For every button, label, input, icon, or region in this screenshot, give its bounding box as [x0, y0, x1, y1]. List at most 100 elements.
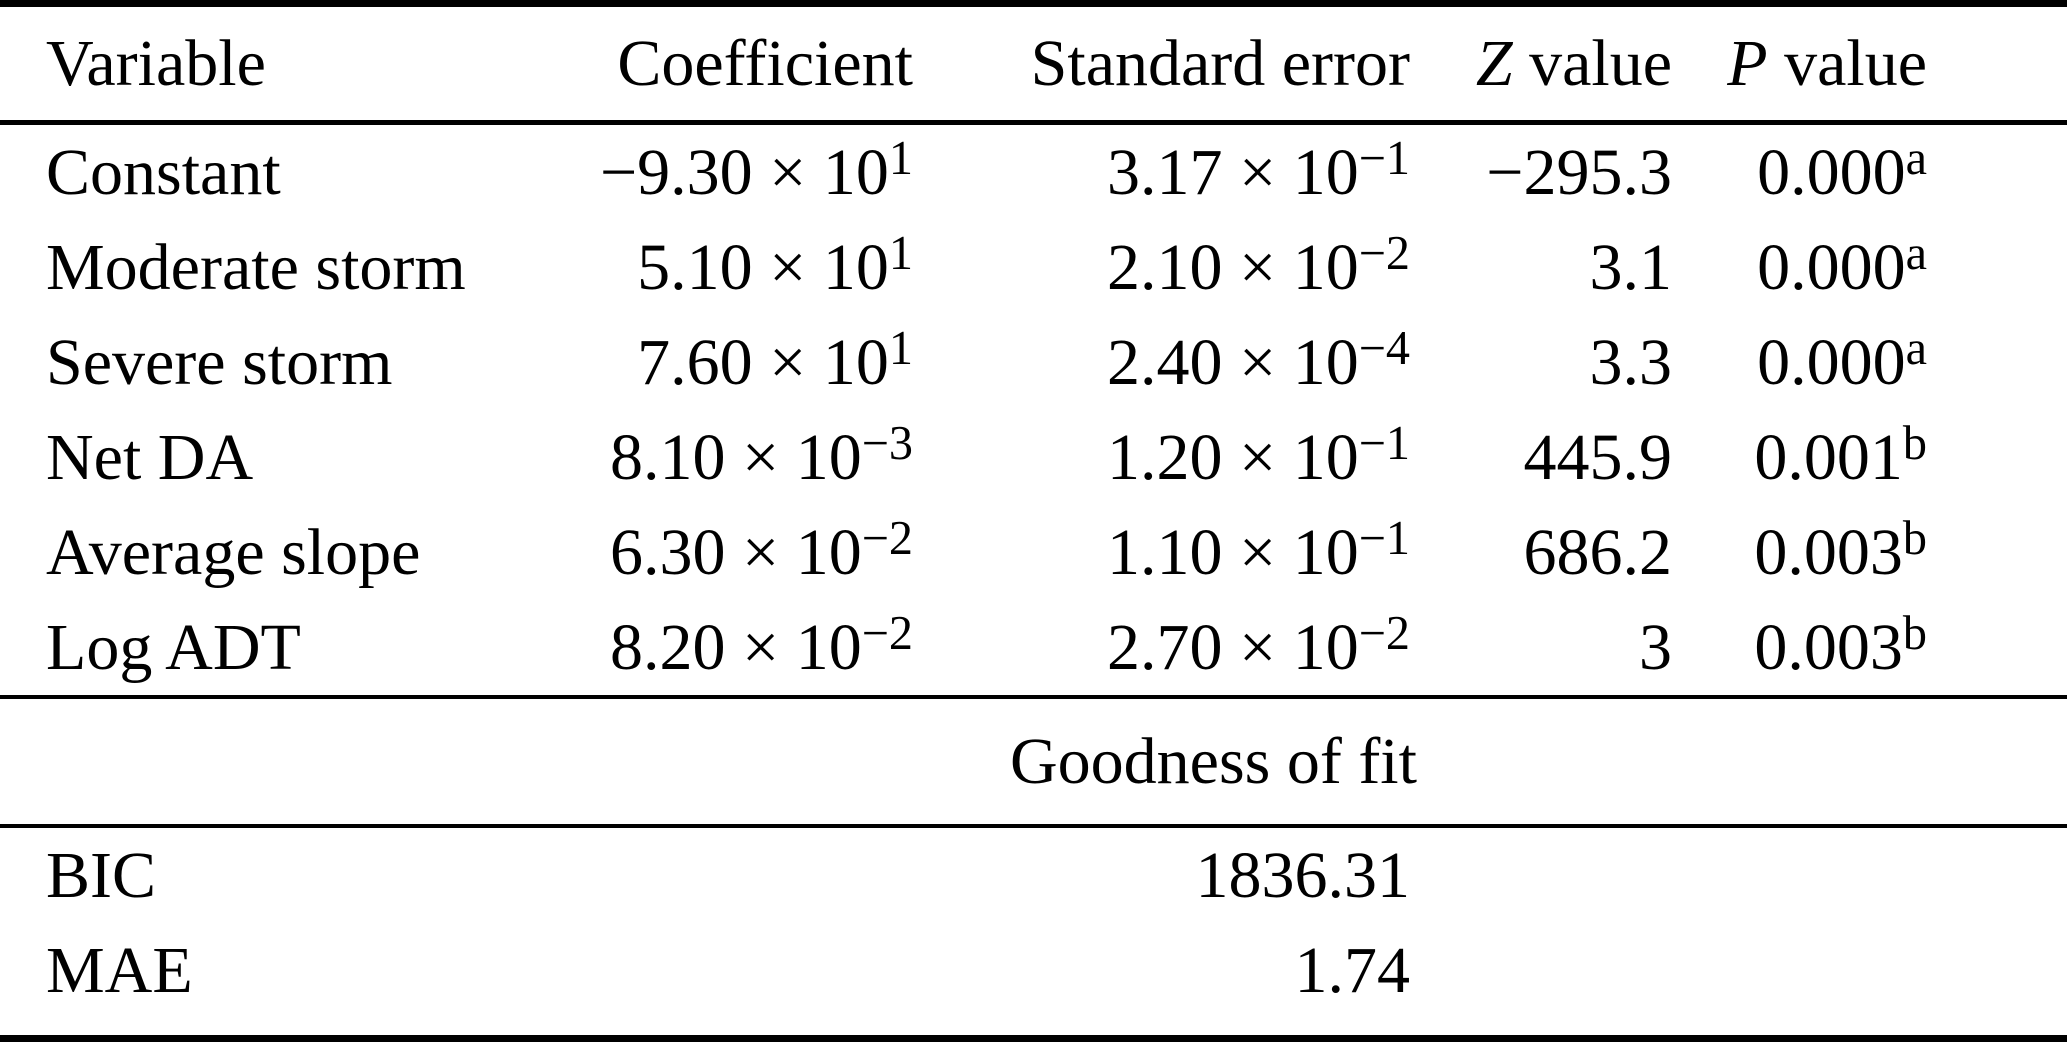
coefficient-exponent: −3 — [861, 416, 913, 470]
standard-error-mantissa: 2.10 × 10 — [1107, 231, 1359, 304]
standard-error-exponent: −1 — [1358, 511, 1410, 565]
coefficient-exponent: 1 — [888, 131, 913, 185]
cell-z-value: 3.1 — [1589, 231, 1673, 304]
table-row: Net DA 8.10 × 10−3 1.20 × 10−1 445.9 0.0… — [0, 410, 2067, 505]
col-header-coefficient: Coefficient — [560, 3, 913, 125]
coefficient-mantissa: −9.30 × 10 — [599, 136, 889, 209]
standard-error-mantissa: 1.10 × 10 — [1107, 516, 1359, 589]
cell-p-value: 0.003b — [1672, 600, 2067, 699]
col-header-standard-error: Standard error — [913, 3, 1410, 125]
z-symbol: Z — [1475, 27, 1513, 100]
standard-error-exponent: −2 — [1358, 606, 1410, 660]
table-row: Severe storm 7.60 × 101 2.40 × 10−4 3.3 … — [0, 315, 2067, 410]
standard-error-exponent: −2 — [1358, 226, 1410, 280]
cell-coefficient: −9.30 × 101 — [560, 123, 913, 221]
z-rest: value — [1512, 27, 1672, 100]
coefficient-exponent: 1 — [888, 321, 913, 375]
standard-error-exponent: −1 — [1358, 131, 1410, 185]
cell-coefficient: 5.10 × 101 — [560, 220, 913, 315]
p-value: 0.000 — [1757, 136, 1906, 209]
p-value: 0.003 — [1754, 516, 1903, 589]
cell-z-value: −295.3 — [1486, 136, 1672, 209]
table-header: Variable Coefficient Standard error Z va… — [0, 3, 2067, 125]
goodness-of-fit-body: BIC 1836.31 MAE 1.74 — [0, 826, 2067, 1039]
standard-error-mantissa: 2.40 × 10 — [1107, 326, 1359, 399]
coefficient-exponent: −2 — [861, 511, 913, 565]
cell-z-value: 3.3 — [1589, 326, 1673, 399]
table-row: Constant −9.30 × 101 3.17 × 10−1 −295.3 … — [0, 123, 2067, 221]
empty-cell — [1410, 826, 1672, 923]
cell-variable: Net DA — [46, 421, 254, 494]
p-value-footnote-marker: b — [1902, 416, 1927, 470]
p-value-footnote-marker: b — [1902, 606, 1927, 660]
coefficient-mantissa: 8.10 × 10 — [610, 421, 862, 494]
standard-error-exponent: −4 — [1358, 321, 1410, 375]
p-value: 0.003 — [1754, 611, 1903, 684]
col-header-variable: Variable — [0, 3, 560, 125]
cell-standard-error: 2.40 × 10−4 — [913, 315, 1410, 410]
cell-p-value: 0.000a — [1672, 315, 2067, 410]
standard-error-mantissa: 3.17 × 10 — [1107, 136, 1359, 209]
cell-standard-error: 2.10 × 10−2 — [913, 220, 1410, 315]
p-value-footnote-marker: a — [1905, 226, 1927, 280]
p-rest: value — [1767, 27, 1927, 100]
goodness-title-row: Goodness of fit — [0, 697, 2067, 828]
goodness-of-fit-title: Goodness of fit — [0, 697, 2067, 828]
cell-variable: Constant — [46, 136, 281, 209]
goodness-metric-value: 1836.31 — [1195, 839, 1411, 912]
coefficient-mantissa: 8.20 × 10 — [610, 611, 862, 684]
cell-variable: Moderate storm — [46, 231, 466, 304]
p-value-footnote-marker: a — [1905, 131, 1927, 185]
table-row: Moderate storm 5.10 × 101 2.10 × 10−2 3.… — [0, 220, 2067, 315]
standard-error-mantissa: 1.20 × 10 — [1107, 421, 1359, 494]
p-value-footnote-marker: a — [1905, 321, 1927, 375]
cell-standard-error: 1.10 × 10−1 — [913, 505, 1410, 600]
standard-error-mantissa: 2.70 × 10 — [1107, 611, 1359, 684]
cell-z-value: 445.9 — [1523, 421, 1673, 494]
goodness-of-fit-header: Goodness of fit — [0, 697, 2067, 828]
cell-z-value: 686.2 — [1523, 516, 1673, 589]
coefficient-exponent: −2 — [861, 606, 913, 660]
cell-variable: Log ADT — [0, 600, 560, 699]
p-value: 0.000 — [1757, 326, 1906, 399]
table-row: Average slope 6.30 × 10−2 1.10 × 10−1 68… — [0, 505, 2067, 600]
col-header-z-value: Z value — [1410, 3, 1672, 125]
cell-coefficient: 8.20 × 10−2 — [560, 600, 913, 699]
cell-p-value: 0.001b — [1672, 410, 2067, 505]
goodness-row: BIC 1836.31 — [0, 826, 2067, 923]
header-row: Variable Coefficient Standard error Z va… — [0, 3, 2067, 125]
cell-coefficient: 8.10 × 10−3 — [560, 410, 913, 505]
p-symbol: P — [1727, 27, 1768, 100]
empty-cell — [1672, 923, 2067, 1039]
standard-error-exponent: −1 — [1358, 416, 1410, 470]
cell-variable: Average slope — [46, 516, 421, 589]
cell-standard-error: 3.17 × 10−1 — [913, 123, 1410, 221]
cell-coefficient: 6.30 × 10−2 — [560, 505, 913, 600]
table-body: Constant −9.30 × 101 3.17 × 10−1 −295.3 … — [0, 123, 2067, 699]
cell-z-value: 3 — [1410, 600, 1672, 699]
coefficient-exponent: 1 — [888, 226, 913, 280]
coefficient-mantissa: 7.60 × 10 — [637, 326, 889, 399]
cell-standard-error: 1.20 × 10−1 — [913, 410, 1410, 505]
coefficient-mantissa: 5.10 × 10 — [637, 231, 889, 304]
goodness-row: MAE 1.74 — [0, 923, 2067, 1039]
cell-p-value: 0.000a — [1672, 123, 2067, 221]
col-header-p-value: P value — [1672, 3, 2067, 125]
goodness-metric-value: 1.74 — [1294, 934, 1411, 1007]
cell-coefficient: 7.60 × 101 — [560, 315, 913, 410]
cell-standard-error: 2.70 × 10−2 — [913, 600, 1410, 699]
goodness-metric-label: BIC — [46, 839, 157, 912]
p-value: 0.001 — [1754, 421, 1903, 494]
cell-p-value: 0.000a — [1672, 220, 2067, 315]
goodness-metric-label: MAE — [46, 934, 193, 1007]
empty-cell — [1410, 923, 1672, 1039]
empty-cell — [1672, 826, 2067, 923]
cell-p-value: 0.003b — [1672, 505, 2067, 600]
cell-variable: Severe storm — [46, 326, 393, 399]
table-row: Log ADT 8.20 × 10−2 2.70 × 10−2 3 0.003b — [0, 600, 2067, 699]
p-value-footnote-marker: b — [1902, 511, 1927, 565]
coefficient-mantissa: 6.30 × 10 — [610, 516, 862, 589]
p-value: 0.000 — [1757, 231, 1906, 304]
